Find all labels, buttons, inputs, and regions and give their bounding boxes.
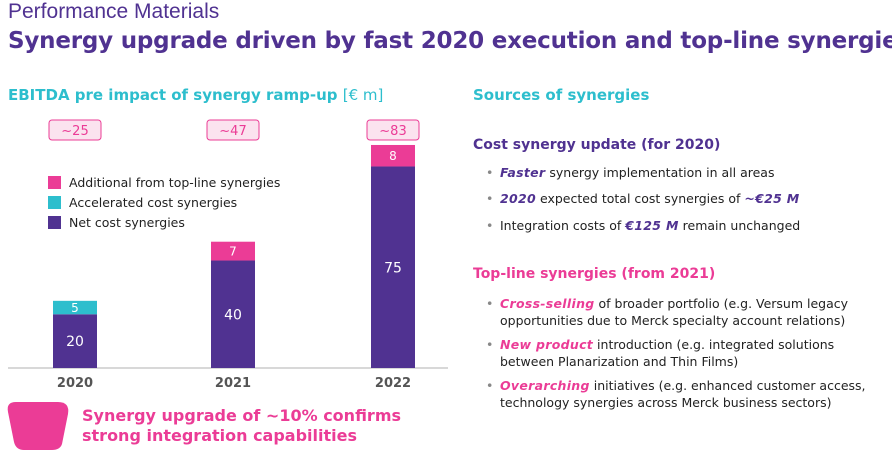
- keyword-amount: €125 M: [625, 218, 679, 233]
- bullet-text: introduction (e.g. integrated solutions: [593, 337, 835, 352]
- chart-unit: [€ m]: [342, 86, 384, 104]
- sources-title: Sources of synergies: [473, 86, 650, 104]
- total-label: ~47: [219, 124, 246, 139]
- legend-label: Additional from top-line synergies: [69, 175, 280, 190]
- bullet-text: Integration costs of: [500, 218, 626, 233]
- bullet-dot: •: [486, 218, 494, 233]
- topline-synergy-heading: Top-line synergies (from 2021): [473, 266, 716, 282]
- data-label: 5: [71, 301, 79, 315]
- total-badge: [366, 119, 420, 141]
- bullet-text-continued: between Planarization and Thin Films): [500, 354, 739, 369]
- keyword: New product: [500, 337, 594, 352]
- keyword: Cross-selling: [500, 296, 595, 311]
- bullet-text: synergy implementation in all areas: [545, 165, 775, 180]
- legend-label: Net cost synergies: [69, 215, 185, 230]
- callout-line-1: Synergy upgrade of ~10% confirms: [82, 406, 402, 425]
- page-kicker: Performance Materials: [8, 0, 220, 23]
- bullet-text: initiatives (e.g. enhanced customer acce…: [589, 378, 866, 393]
- cost-bullet-1: • Faster synergy implementation in all ar…: [486, 164, 774, 181]
- chart-title: EBITDA pre impact of synergy ramp-up [€ …: [8, 86, 383, 104]
- category-label: 2022: [375, 376, 411, 391]
- keyword: 2020: [500, 191, 536, 206]
- cost-bullet-2: • 2020 expected total cost synergies of ~…: [486, 190, 800, 207]
- bullet-text-continued: opportunities due to Merck specialty acc…: [500, 313, 846, 328]
- bullet-dot: •: [486, 165, 494, 180]
- data-label: 20: [66, 334, 84, 350]
- data-label: 8: [389, 149, 397, 163]
- legend-label: Accelerated cost synergies: [69, 195, 237, 210]
- stacked-bar-chart: 20 5 ~25 2020 40 7 ~47 2021 75 8 ~83 2022 Additional…: [8, 119, 448, 391]
- topline-bullet-2: • New product introduction (e.g. integrat…: [486, 336, 834, 370]
- bullet-dot: •: [486, 378, 494, 393]
- cost-bullet-3: • Integration costs of €125 M remain unch…: [486, 217, 800, 234]
- total-label: ~25: [61, 124, 88, 139]
- bullet-text: of broader portfolio (e.g. Versum legacy: [594, 296, 849, 311]
- total-badge: [206, 119, 260, 141]
- cost-synergy-heading: Cost synergy update (for 2020): [473, 137, 721, 153]
- data-label: 7: [229, 244, 237, 258]
- keyword: Overarching: [500, 378, 590, 393]
- topline-bullet-1: • Cross-selling of broader portfolio (e.g…: [486, 295, 848, 329]
- legend-swatch: [48, 196, 61, 209]
- data-label: 75: [384, 260, 402, 276]
- data-label: 40: [224, 307, 242, 323]
- legend-swatch: [48, 216, 61, 229]
- callout-shape: [7, 402, 69, 450]
- bar-segment: [211, 260, 255, 368]
- category-label: 2020: [57, 376, 93, 391]
- callout-text: Synergy upgrade of ~10% confirms strong …: [82, 406, 401, 446]
- chart-title-text: EBITDA pre impact of synergy ramp-up: [8, 86, 338, 104]
- total-label: ~83: [379, 124, 406, 139]
- bullet-dot: •: [486, 296, 494, 311]
- category-label: 2021: [215, 376, 251, 391]
- legend-swatch: [48, 176, 61, 189]
- keyword-amount: ~€25 M: [744, 191, 800, 206]
- callout-line-2: strong integration capabilities: [82, 426, 358, 445]
- bar-segment: [53, 314, 97, 368]
- bullet-text: remain unchanged: [678, 218, 801, 233]
- bar-segment: [211, 241, 255, 261]
- bar-segment: [371, 166, 415, 368]
- page-title: Synergy upgrade driven by fast 2020 exec…: [8, 28, 892, 54]
- bullet-text-continued: technology synergies across Merck busine…: [500, 395, 832, 410]
- bullet-dot: •: [486, 337, 494, 352]
- topline-bullet-3: • Overarching initiatives (e.g. enhanced …: [486, 377, 866, 411]
- bar-segment: [371, 144, 415, 167]
- bar-segment: [53, 300, 97, 315]
- total-badge: [48, 119, 102, 141]
- bullet-dot: •: [486, 191, 494, 206]
- keyword: Faster: [500, 165, 546, 180]
- bullet-text: expected total cost synergies of: [536, 191, 745, 206]
